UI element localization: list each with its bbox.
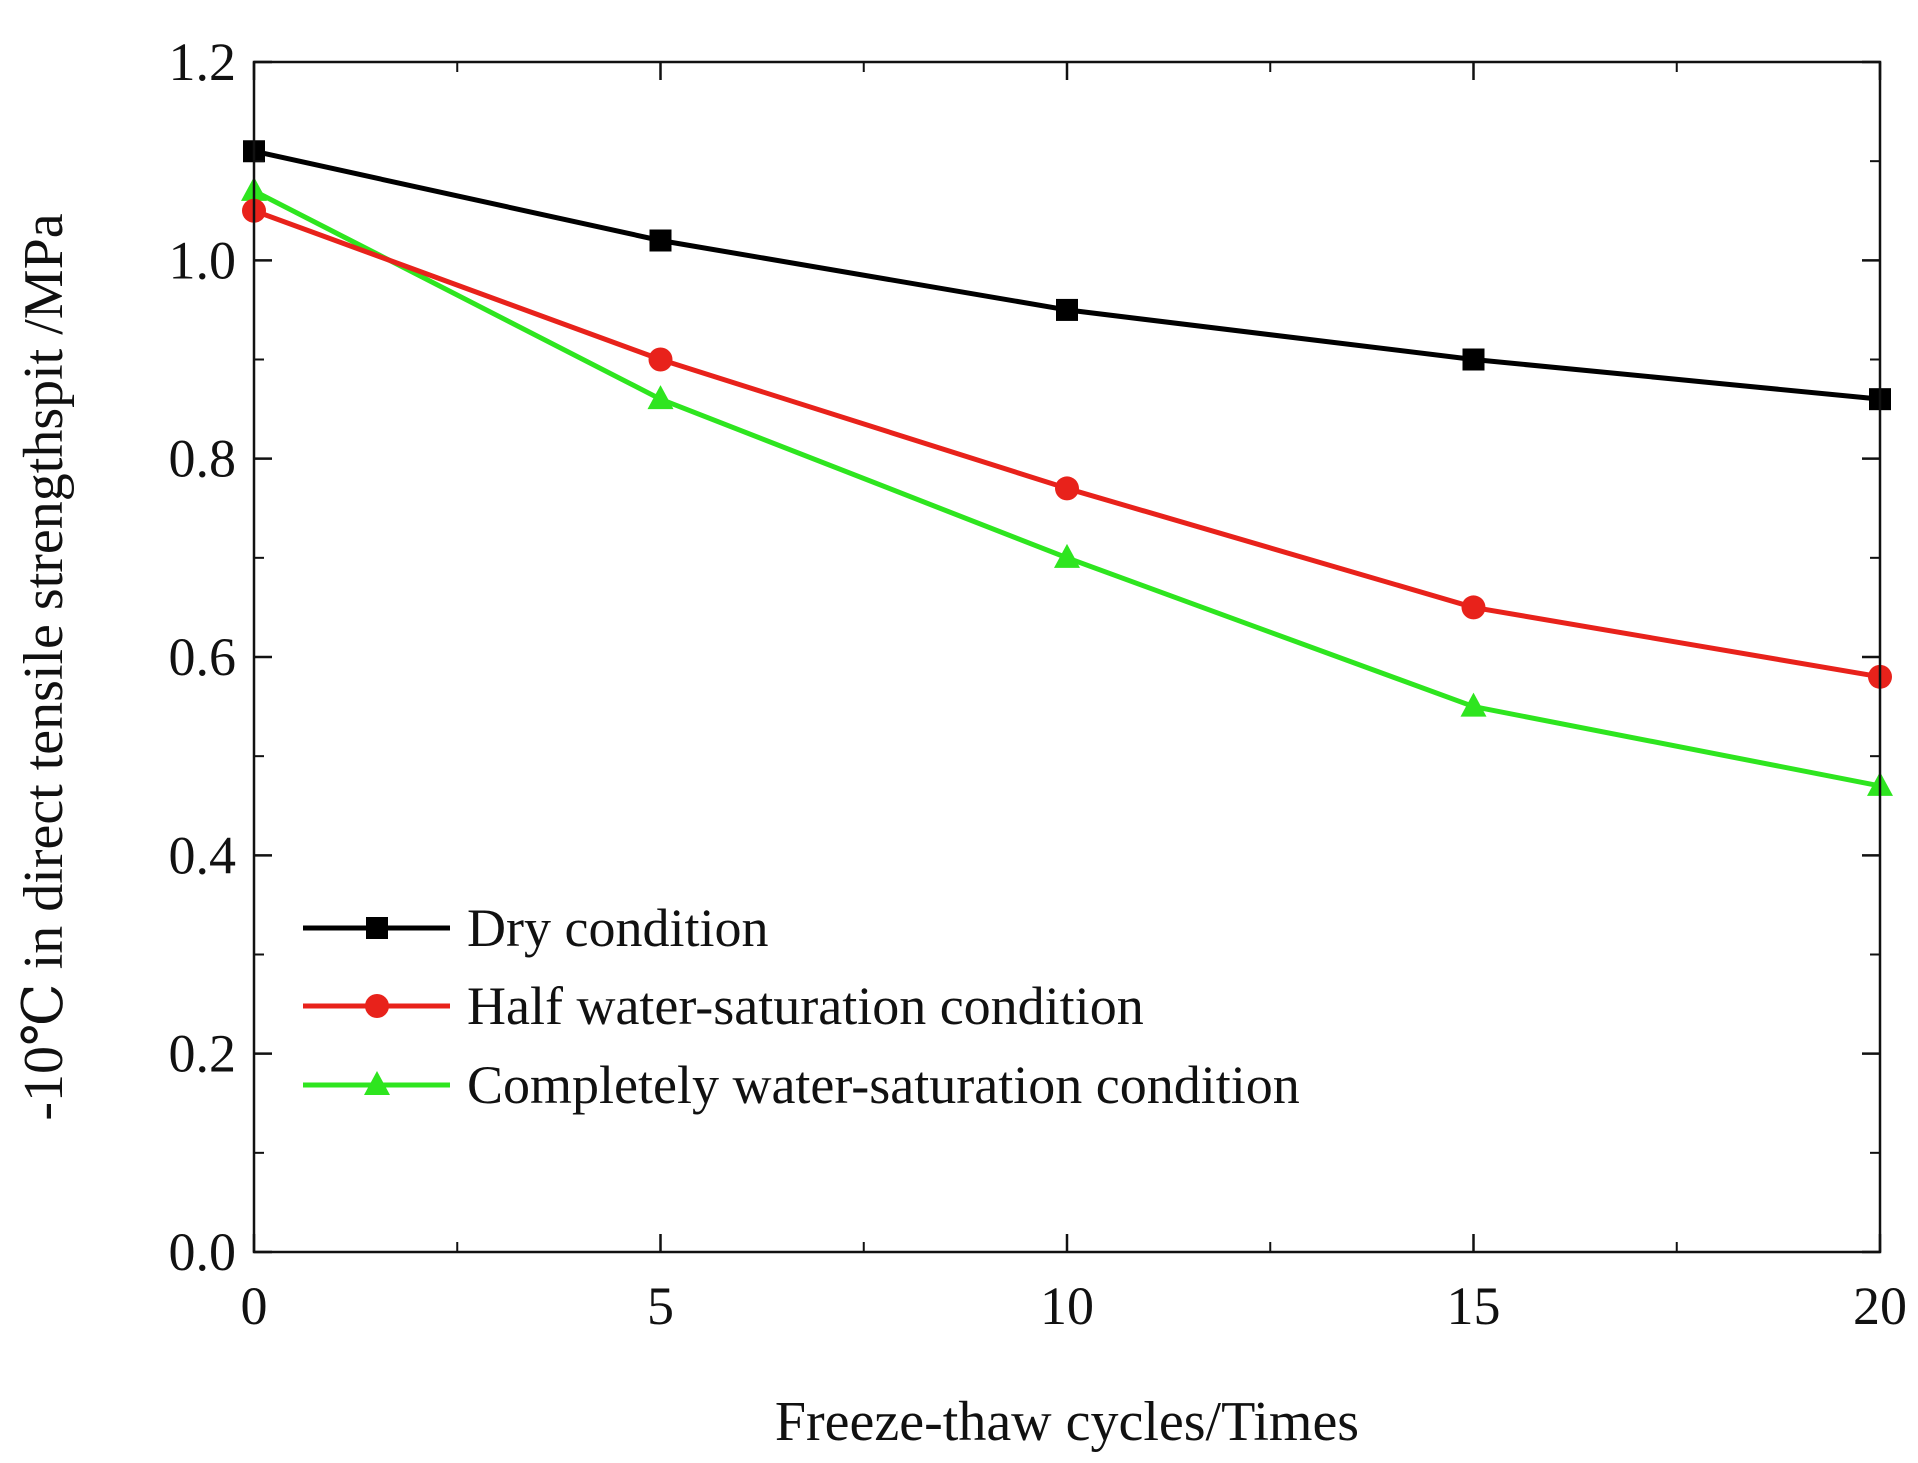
x-tick-label: 20 [1853,1276,1907,1336]
data-point [647,385,674,410]
y-tick-label: 1.2 [169,32,237,92]
data-point [649,229,672,252]
legend: Dry condition Half water-saturation condi… [303,898,1300,1115]
y-tick-label: 0.0 [169,1222,237,1282]
y-tick-label: 1.0 [169,230,237,290]
legend-label: Dry condition [467,898,768,958]
data-point [1462,348,1485,371]
x-tick-label: 15 [1447,1276,1501,1336]
y-axis-title: -10℃ in direct tensile strengthspit /MPa [13,213,75,1120]
data-point [648,347,673,372]
axis-tick-labels: 0 5 10 15 20 0.0 0.2 0.4 0.6 0.8 1.0 1.2 [169,32,1908,1336]
legend-entry-2: Half water-saturation condition [303,976,1144,1036]
data-point [1461,595,1486,620]
legend-label: Completely water-saturation condition [467,1055,1300,1115]
y-tick-label: 0.4 [169,825,237,885]
y-tick-label: 0.2 [169,1024,237,1084]
x-tick-label: 5 [647,1276,674,1336]
legend-marker [366,917,388,939]
x-tick-label: 0 [241,1276,268,1336]
legend-marker [365,994,389,1018]
y-tick-label: 0.8 [169,429,237,489]
axis-ticks [252,60,1882,1254]
x-tick-label: 10 [1040,1276,1094,1336]
y-tick-label: 0.6 [169,627,237,687]
legend-entry-1: Dry condition [303,898,768,958]
x-axis-title: Freeze-thaw cycles/Times [775,1391,1359,1453]
legend-entry-3: Completely water-saturation condition [303,1055,1300,1115]
data-point [1054,543,1080,568]
legend-marker [364,1071,390,1095]
data-point [1460,692,1487,717]
data-point [1055,476,1079,501]
data-point [1056,298,1078,321]
legend-label: Half water-saturation condition [467,976,1144,1036]
